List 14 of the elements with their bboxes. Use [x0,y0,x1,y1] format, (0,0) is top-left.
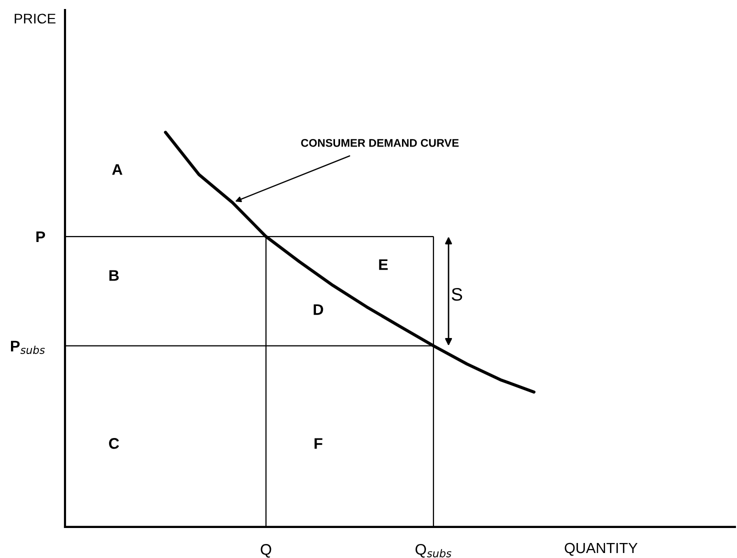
ref-line-label: P$_{subs}$ [10,340,45,354]
ref-line-label: P [36,232,46,242]
annotation: S [452,288,462,301]
x-axis-title: QUANTITY [564,542,638,556]
annotation: A [112,164,122,175]
x-tick-label: Q [260,544,272,558]
annotation: B [109,270,119,281]
annotation: D [314,304,324,315]
text: PRICE [14,14,56,24]
annotation: C [109,438,120,449]
x-tick-label: Q$_{subs}$ [416,544,452,558]
annotation: E [379,259,388,270]
annotation: F [314,438,322,449]
annotation: CONSUMER DEMAND CURVE [301,139,459,147]
